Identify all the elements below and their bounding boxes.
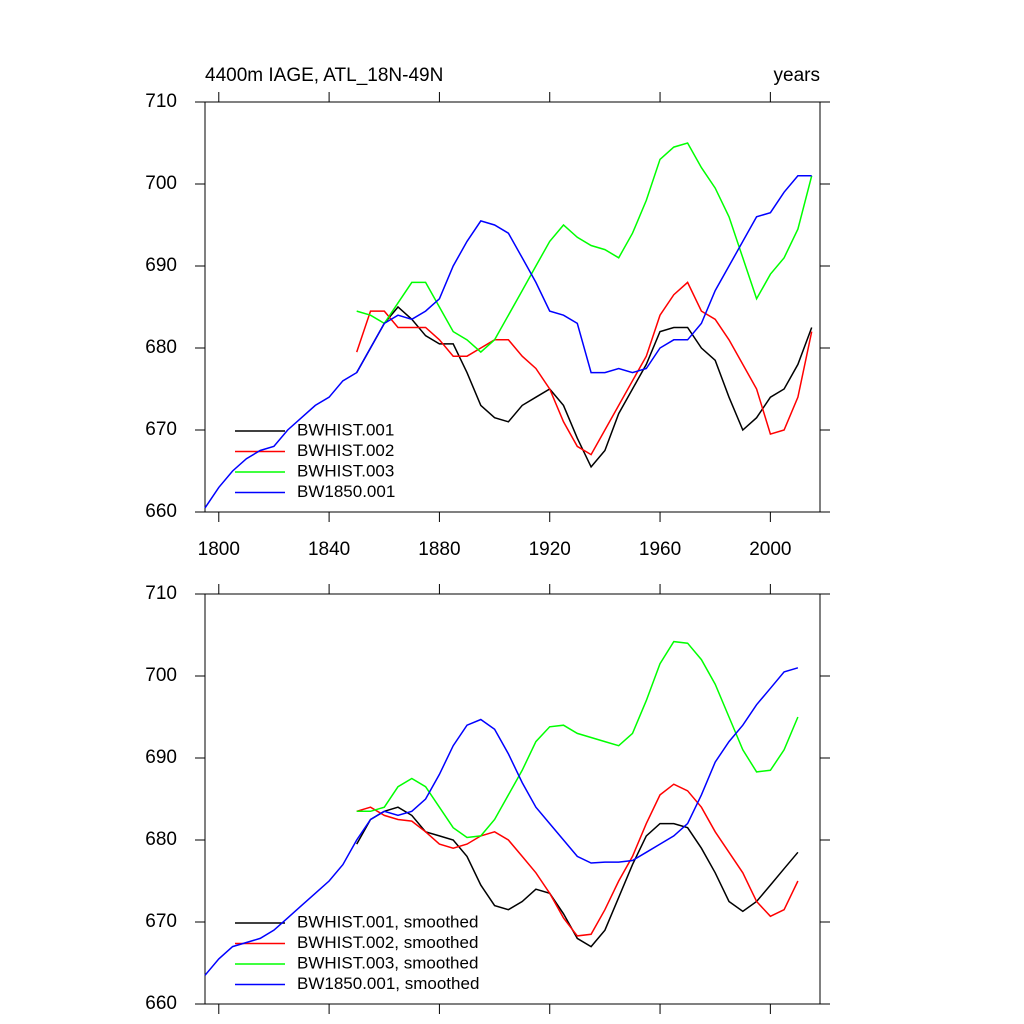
y-tick-label: 700	[145, 173, 177, 194]
x-tick-label: 1800	[198, 539, 240, 560]
y-tick-label: 700	[145, 665, 177, 686]
legend-label: BWHIST.003, smoothed	[297, 953, 478, 972]
legend-label: BWHIST.001	[297, 420, 394, 439]
series-line	[204, 175, 812, 509]
y-tick-label: 670	[145, 911, 177, 932]
legend-label: BWHIST.003	[297, 461, 394, 480]
plot-frame	[204, 101, 821, 513]
plot-frame	[204, 593, 821, 1005]
x-tick-label: 1960	[639, 539, 681, 560]
units-label: years	[774, 65, 820, 86]
y-tick-label: 660	[145, 501, 177, 522]
series-line	[356, 640, 799, 839]
x-tick-label: 1880	[418, 539, 460, 560]
y-tick-label: 680	[145, 829, 177, 850]
series-line	[356, 806, 799, 948]
y-tick-label: 710	[145, 91, 177, 112]
series-line	[356, 142, 813, 354]
series-line	[204, 667, 799, 976]
series-line	[356, 783, 799, 937]
x-tick-label: 1920	[529, 539, 571, 560]
legend-label: BWHIST.002, smoothed	[297, 933, 478, 952]
y-tick-label: 690	[145, 255, 177, 276]
y-tick-label: 670	[145, 419, 177, 440]
legend-label: BWHIST.002	[297, 441, 394, 460]
x-tick-label: 2000	[749, 539, 791, 560]
y-tick-label: 710	[145, 583, 177, 604]
x-tick-label: 1840	[308, 539, 350, 560]
y-tick-label: 660	[145, 993, 177, 1014]
series-line	[355, 281, 813, 456]
series-line	[356, 305, 813, 469]
legend-label: BW1850.001, smoothed	[297, 974, 479, 993]
y-tick-label: 690	[145, 747, 177, 768]
y-tick-label: 680	[145, 337, 177, 358]
legend-label: BW1850.001	[297, 482, 395, 501]
chart-title: 4400m IAGE, ATL_18N-49N	[205, 65, 443, 86]
legend-label: BWHIST.001, smoothed	[297, 912, 478, 931]
